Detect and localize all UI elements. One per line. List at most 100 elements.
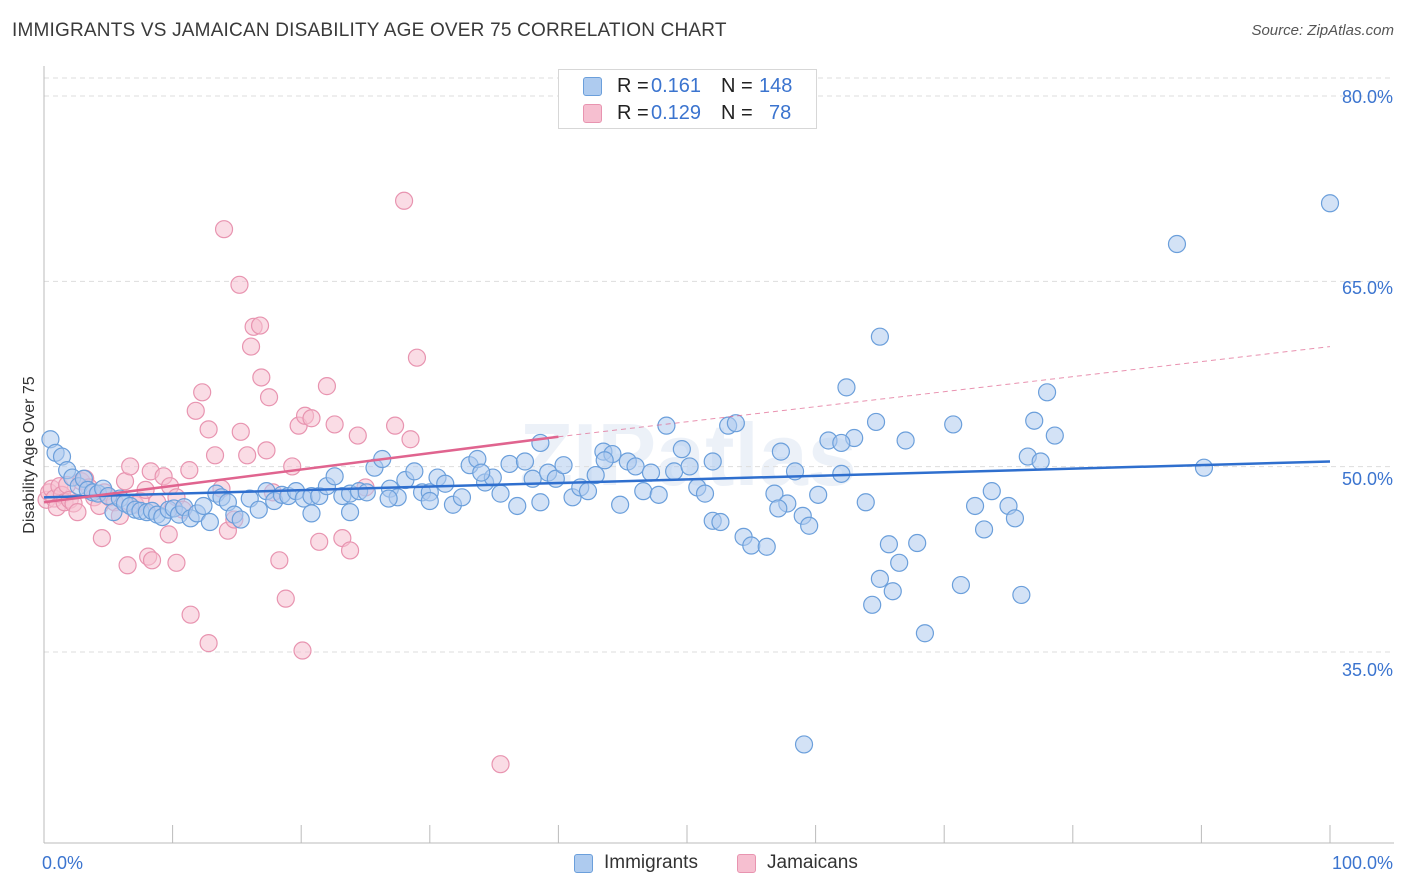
- jamaicans-point: [180, 461, 199, 480]
- immigrants-point: [695, 484, 715, 503]
- immigrants-point: [1012, 585, 1031, 605]
- jamaicans-point: [193, 383, 212, 402]
- immigrants-point: [965, 496, 985, 516]
- jamaicans-point: [181, 605, 200, 624]
- immigrants-point: [634, 482, 653, 501]
- immigrants-point: [1005, 509, 1025, 528]
- immigrants-point: [837, 378, 856, 397]
- jamaicans-point: [121, 457, 140, 476]
- y-tick-label: 35.0%: [1341, 660, 1393, 680]
- immigrants-point: [472, 463, 491, 482]
- jamaicans-point: [385, 416, 405, 435]
- immigrants-point: [711, 512, 730, 532]
- x-tick-label-right: 100.0%: [1331, 853, 1393, 873]
- immigrants-point: [1031, 452, 1050, 471]
- immigrants-point: [657, 416, 676, 435]
- immigrants-point: [531, 493, 550, 512]
- immigrants-point: [672, 440, 691, 459]
- immigrants-point: [626, 457, 645, 476]
- y-tick-label: 65.0%: [1341, 278, 1393, 298]
- jamaicans-point: [276, 589, 295, 608]
- y-tick-label: 50.0%: [1341, 469, 1393, 489]
- immigrants-point: [883, 582, 902, 601]
- immigrants-point: [951, 575, 971, 595]
- immigrants-point: [982, 482, 1001, 501]
- legend-r-label: R =: [617, 74, 649, 97]
- immigrants-point: [249, 500, 268, 519]
- jamaicans-point: [167, 553, 186, 572]
- immigrants-point: [879, 535, 899, 554]
- immigrants-point: [420, 491, 439, 511]
- immigrants-point: [1320, 194, 1340, 213]
- immigrants-point: [500, 454, 519, 474]
- immigrants-point: [680, 457, 699, 476]
- jamaicans-point: [340, 541, 360, 560]
- jamaicans-point: [230, 275, 249, 294]
- immigrants-point: [866, 412, 886, 432]
- immigrants-point: [665, 462, 684, 481]
- jamaicans-point: [310, 532, 329, 551]
- y-tick-label: 80.0%: [1341, 87, 1393, 107]
- immigrants-point: [357, 483, 376, 502]
- immigrants-point: [595, 451, 614, 470]
- gridlines: [44, 77, 1394, 653]
- jamaicans-point: [92, 528, 111, 548]
- y-axis-label: Disability Age Over 75: [21, 376, 38, 534]
- immigrants-point: [531, 433, 550, 453]
- jamaicans-point: [302, 409, 321, 428]
- jamaicans-point: [257, 441, 276, 460]
- jamaicans-point: [142, 551, 162, 570]
- jamaicans-point: [214, 220, 234, 239]
- jamaicans-point: [238, 446, 257, 465]
- immigrants-point: [870, 569, 890, 588]
- immigrants-point: [890, 553, 909, 572]
- jamaicans-point: [241, 337, 261, 356]
- x-tick-label-left: 0.0%: [42, 853, 84, 873]
- immigrants-point: [611, 495, 630, 514]
- immigrants-point: [325, 467, 344, 486]
- jamaicans-point: [317, 377, 337, 396]
- immigrants-point: [508, 496, 527, 516]
- immigrants-point: [578, 482, 598, 501]
- immigrants-point: [1194, 458, 1214, 477]
- legend-label: Jamaicans: [767, 852, 858, 873]
- jamaicans-point: [259, 388, 279, 407]
- immigrants-point: [491, 484, 510, 503]
- legend-n-label: N =: [721, 101, 753, 124]
- jamaicans-point: [252, 368, 271, 387]
- immigrants-point: [515, 452, 535, 471]
- immigrants-point: [908, 533, 927, 553]
- jamaicans-point: [407, 348, 427, 367]
- legend-n-value: 78: [769, 101, 792, 124]
- immigrants-swatch: [574, 854, 593, 873]
- jamaicans-point: [293, 641, 312, 660]
- immigrants-point: [194, 496, 213, 516]
- legend-r-value: 0.161: [651, 74, 702, 97]
- immigrants-point: [1037, 383, 1057, 402]
- immigrants-point: [586, 465, 605, 485]
- axes: [43, 66, 1394, 844]
- immigrants-point: [340, 503, 360, 522]
- immigrants-point: [554, 456, 573, 475]
- jamaicans-point: [250, 316, 270, 335]
- legend-label: Immigrants: [604, 852, 698, 873]
- immigrants-point: [915, 624, 935, 643]
- immigrants-point: [452, 488, 472, 507]
- jamaicans-swatch: [583, 104, 602, 123]
- stats-legend: R = 0.161 N = 148 R = 0.129 N = 78: [558, 69, 817, 129]
- jamaicans-point: [186, 401, 205, 420]
- immigrants-point: [436, 474, 455, 493]
- jamaicans-point: [401, 430, 420, 449]
- immigrants-point: [794, 735, 814, 754]
- jamaicans-point: [159, 525, 178, 544]
- jamaicans-point: [270, 551, 289, 570]
- immigrants-point: [231, 510, 250, 529]
- immigrants-point: [405, 462, 424, 481]
- legend-n-label: N =: [721, 74, 753, 97]
- immigrants-point: [809, 485, 828, 504]
- jamaicans-point: [118, 556, 137, 575]
- jamaicans-point: [348, 426, 367, 445]
- immigrants-point: [649, 485, 668, 504]
- jamaicans-swatch: [737, 854, 756, 873]
